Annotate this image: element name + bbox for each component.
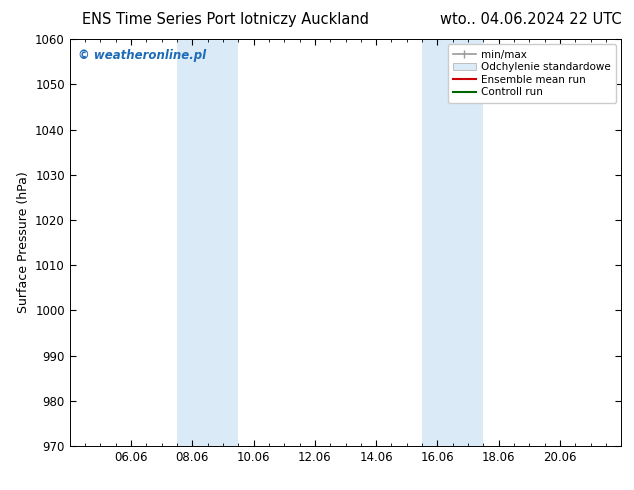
Bar (422, 39, 483, 446)
Legend: min/max, Odchylenie standardowe, Ensemble mean run, Controll run: min/max, Odchylenie standardowe, Ensembl… (448, 45, 616, 102)
Text: wto.. 04.06.2024 22 UTC: wto.. 04.06.2024 22 UTC (440, 12, 621, 27)
Text: © weatheronline.pl: © weatheronline.pl (78, 49, 206, 62)
Text: ENS Time Series Port lotniczy Auckland: ENS Time Series Port lotniczy Auckland (82, 12, 370, 27)
Bar (177, 39, 238, 446)
Y-axis label: Surface Pressure (hPa): Surface Pressure (hPa) (16, 172, 30, 314)
